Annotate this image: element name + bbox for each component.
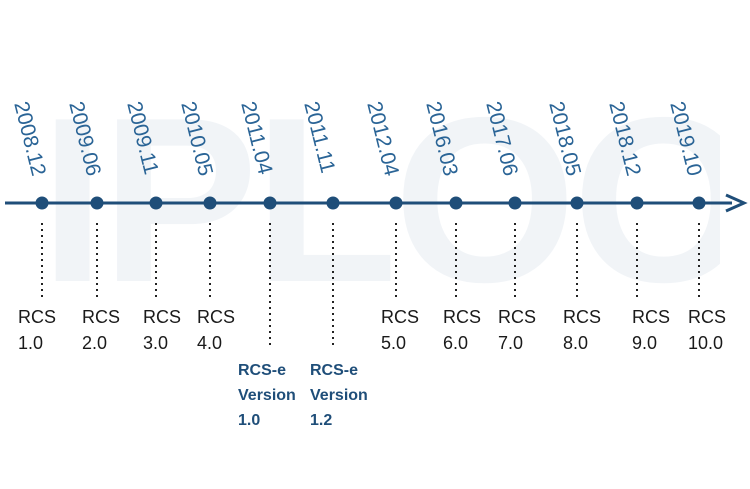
rcs-version-label: RCS 9.0 [632,304,670,356]
timeline-marker-dot [326,196,340,210]
rcs-version-label: RCS 2.0 [82,304,120,356]
rcs-version-label: RCS 4.0 [197,304,235,356]
timeline-marker-dot [35,196,49,210]
rcs-version-label: RCS 7.0 [498,304,536,356]
version-label-line: RCS [381,307,420,327]
version-label-line: 4.0 [197,333,223,353]
rcs-version-label: RCS 10.0 [688,304,726,356]
timeline-markers [35,196,706,347]
timeline-marker-dot [449,196,463,210]
rcse-version-label: RCS-e Version 1.0 [238,358,296,433]
version-label-line: 1.0 [238,412,261,429]
timeline-marker-dot [389,196,403,210]
version-label-line: 1.0 [18,333,44,353]
rcs-version-label: RCS 1.0 [18,304,56,356]
timeline-marker-dot [149,196,163,210]
version-label-line: 8.0 [563,333,589,353]
timeline-marker-dot [203,196,217,210]
version-label-line: RCS [498,307,537,327]
timeline-arrowhead [725,193,748,213]
version-label-line: RCS-e [310,362,359,379]
version-label-line: RCS [688,307,727,327]
version-label-line: RCS-e [238,362,287,379]
version-label-line: 6.0 [443,333,469,353]
version-label-line: RCS [197,307,236,327]
timeline-marker-dot [263,196,277,210]
timeline-marker-dot [508,196,522,210]
version-label-line: 2.0 [82,333,108,353]
version-label-line: 9.0 [632,333,658,353]
version-label-line: 10.0 [688,333,724,353]
rcs-version-label: RCS 5.0 [381,304,419,356]
version-label-line: 7.0 [498,333,524,353]
version-label-line: 5.0 [381,333,407,353]
timeline-marker-dot [90,196,104,210]
version-label-line: 3.0 [143,333,169,353]
timeline-marker-dot [630,196,644,210]
version-label-line: RCS [82,307,121,327]
version-label-line: RCS [18,307,57,327]
version-label-line: RCS [563,307,602,327]
timeline-marker-dot [692,196,706,210]
rcs-version-label: RCS 8.0 [563,304,601,356]
rcs-version-label: RCS 6.0 [443,304,481,356]
rcse-version-label: RCS-e Version 1.2 [310,358,368,433]
version-label-line: Version [310,387,368,404]
timeline-marker-dot [570,196,584,210]
version-label-line: Version [238,387,296,404]
version-label-line: RCS [632,307,671,327]
rcs-version-label: RCS 3.0 [143,304,181,356]
version-label-line: 1.2 [310,412,333,429]
version-label-line: RCS [143,307,182,327]
version-label-line: RCS [443,307,482,327]
